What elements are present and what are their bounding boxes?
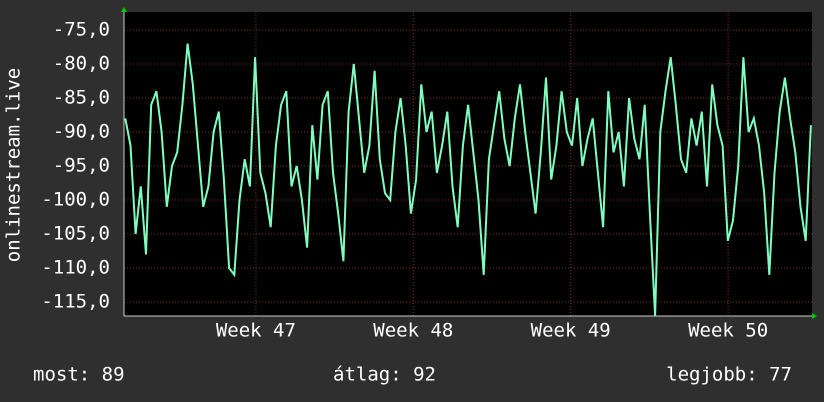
data-line	[124, 43, 812, 316]
x-tick-label: Week 50	[688, 320, 768, 342]
y-tick-label: -100,0	[41, 189, 110, 211]
x-tick-label: Week 47	[216, 320, 296, 342]
footer-average: átlag: 92	[333, 364, 436, 386]
y-tick-label: -90,0	[53, 121, 110, 143]
y-tick-label: -95,0	[53, 155, 110, 177]
y-tick-label: -85,0	[53, 87, 110, 109]
x-axis-arrow	[812, 313, 817, 319]
y-axis-title: onlinestream.live	[3, 68, 25, 262]
y-tick-label: -115,0	[41, 290, 110, 312]
x-tick-label: Week 48	[373, 320, 453, 342]
plot-area	[124, 12, 812, 316]
y-tick-label: -105,0	[41, 222, 110, 244]
footer-max: legjobb: 77	[666, 364, 792, 386]
y-tick-label: -75,0	[53, 19, 110, 41]
y-tick-label: -110,0	[41, 256, 110, 278]
x-tick-label: Week 49	[531, 320, 611, 342]
y-tick-label: -80,0	[53, 53, 110, 75]
footer-current: most: 89	[33, 364, 125, 386]
y-axis-arrow	[121, 7, 127, 12]
